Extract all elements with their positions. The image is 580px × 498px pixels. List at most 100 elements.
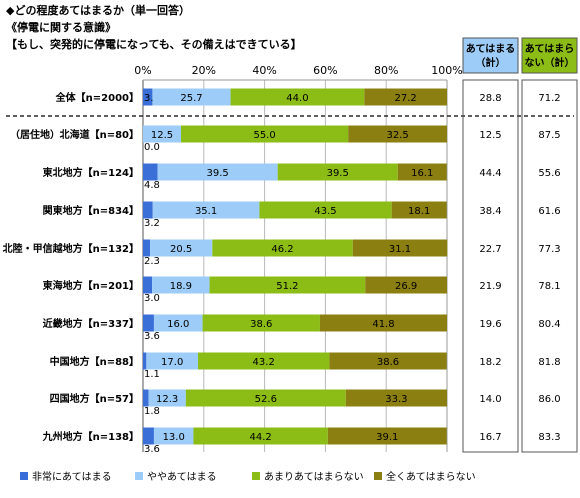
category-label: 四国地方【n=57】	[50, 392, 139, 405]
data-label: 2.3	[144, 256, 160, 267]
legend-label: 全くあてはまらない	[386, 470, 476, 483]
x-tick-label: 60%	[313, 64, 337, 77]
total-applies-value: 12.5	[479, 130, 501, 141]
data-label: 32.5	[386, 130, 408, 141]
bar-segment	[230, 88, 365, 106]
category-label: 関東地方【n=834】	[43, 204, 139, 217]
data-label: 25.7	[180, 93, 202, 104]
category-label: 北陸・甲信越地方【n=132】	[3, 242, 139, 255]
total-applies-value: 21.9	[479, 281, 501, 292]
bar-segment	[153, 314, 203, 332]
data-label: 39.5	[206, 168, 228, 179]
data-label: 41.8	[372, 319, 394, 330]
data-label: 33.3	[385, 394, 407, 405]
x-tick-label: 40%	[252, 64, 276, 77]
title-line-1: ◆どの程度あてはまるか（単一回答）	[6, 4, 191, 17]
data-label: 3.6	[144, 331, 160, 342]
data-label: 43.2	[253, 357, 275, 368]
bar-segment	[143, 239, 150, 257]
bar-segment	[212, 239, 353, 257]
bar-segment	[143, 163, 158, 181]
bar-segment	[157, 163, 278, 181]
bar-segment	[152, 276, 210, 294]
data-label: 3.6	[144, 444, 160, 455]
total-not-applies-value: 61.6	[538, 206, 560, 217]
bar-segment	[193, 427, 328, 445]
total-applies-value: 28.8	[479, 93, 501, 104]
data-label: 35.1	[195, 206, 217, 217]
title-line-2: 《停電に関する意識》	[6, 21, 116, 34]
category-label: 九州地方【n=138】	[42, 430, 139, 443]
data-label: 12.3	[156, 394, 178, 405]
total-applies-value: 14.0	[479, 394, 501, 405]
data-label: 31.1	[389, 244, 411, 255]
data-label: 39.5	[327, 168, 349, 179]
data-label: 51.2	[276, 281, 298, 292]
total-not-applies-value: 86.0	[538, 394, 560, 405]
data-label: 38.6	[377, 357, 399, 368]
x-tick-label: 100%	[431, 64, 462, 77]
total-applies-value: 22.7	[479, 244, 501, 255]
bar-segment	[365, 276, 447, 294]
header-applies-cell	[462, 37, 519, 74]
data-label: 0.0	[144, 142, 160, 153]
total-not-applies-value: 77.3	[538, 244, 560, 255]
legend-label: ややあてはまる	[147, 471, 217, 483]
total-applies-value: 44.4	[479, 168, 501, 179]
data-label: 26.9	[395, 281, 417, 292]
legend-label: 非常にあてはまる	[32, 470, 112, 483]
data-label: 12.5	[151, 130, 173, 141]
data-label: 17.0	[161, 357, 183, 368]
header-not-applies-label: ない（計）	[525, 56, 575, 69]
bar-segment	[143, 352, 147, 370]
data-label: 3.1	[144, 93, 160, 104]
total-applies-value: 38.4	[479, 206, 501, 217]
bar-segment	[153, 427, 194, 445]
total-not-applies-value: 55.6	[538, 168, 560, 179]
bar-segment	[148, 389, 186, 407]
bar-segment	[202, 314, 320, 332]
legend-label: あまりあてはまらない	[264, 471, 364, 483]
data-label: 16.0	[167, 319, 189, 330]
data-label: 18.1	[408, 206, 430, 217]
legend-swatch	[252, 472, 260, 480]
header-not-applies-label: あてはまら	[525, 42, 575, 55]
data-label: 44.2	[250, 432, 272, 443]
bar-segment	[319, 314, 447, 332]
x-tick-label: 80%	[374, 64, 398, 77]
bar-segment	[345, 389, 447, 407]
header-applies-label: （計）	[476, 56, 506, 69]
bar-segment	[143, 125, 181, 143]
bar-segment	[348, 125, 447, 143]
bar-segment	[149, 239, 213, 257]
data-label: 16.1	[411, 168, 433, 179]
category-label: 東北地方【n=124】	[43, 166, 139, 179]
x-tick-label: 20%	[192, 64, 216, 77]
col-not-applies-frame	[521, 79, 578, 453]
category-label: 近畿地方【n=337】	[43, 317, 139, 330]
data-label: 46.2	[271, 244, 293, 255]
data-label: 1.1	[144, 369, 160, 380]
bar-segment	[209, 276, 366, 294]
bar-segment	[181, 125, 349, 143]
bar-segment	[143, 427, 154, 445]
legend-swatch	[135, 472, 143, 480]
bar-segment	[143, 276, 153, 294]
bar-segment	[143, 314, 154, 332]
total-not-applies-value: 80.4	[538, 319, 560, 330]
bar-segment	[364, 88, 447, 106]
legend-swatch	[374, 472, 382, 480]
legend-swatch	[20, 472, 28, 480]
data-label: 13.0	[163, 432, 185, 443]
total-not-applies-value: 83.3	[538, 432, 560, 443]
category-label: 東海地方【n=201】	[43, 279, 139, 292]
bar-segment	[143, 88, 153, 106]
data-label: 39.1	[376, 432, 398, 443]
total-applies-value: 19.6	[479, 319, 501, 330]
col-applies-frame	[462, 79, 519, 453]
category-label: 北海道【n=80】	[60, 128, 139, 141]
data-label: 18.9	[170, 281, 192, 292]
data-label: 20.5	[170, 244, 192, 255]
total-not-applies-value: 71.2	[538, 93, 560, 104]
